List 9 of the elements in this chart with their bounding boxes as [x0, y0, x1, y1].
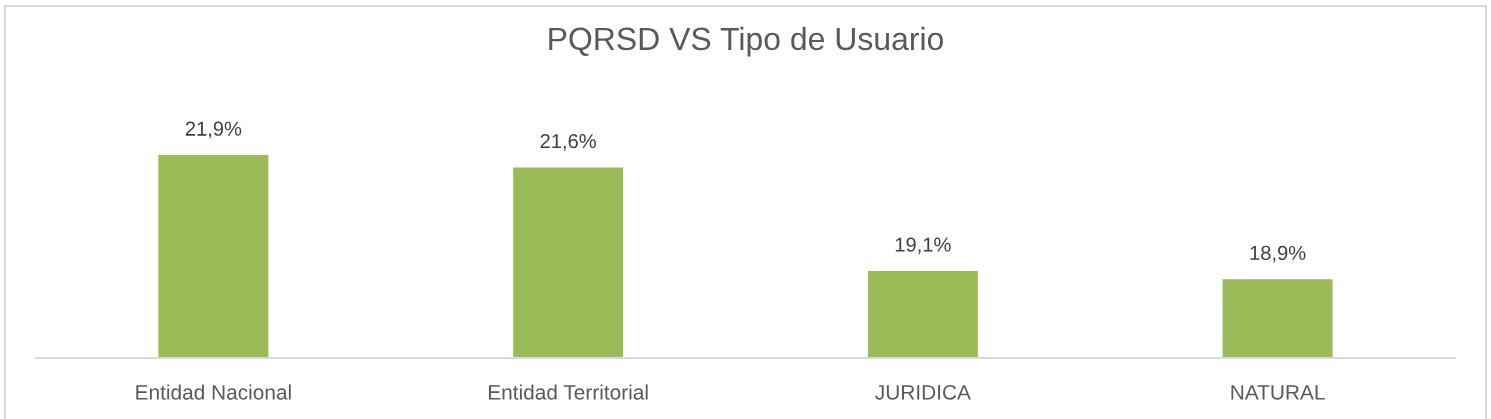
- x-tick-label: Entidad Territorial: [488, 384, 648, 400]
- data-label: 19,1%: [895, 237, 951, 255]
- data-label: 21,6%: [540, 133, 596, 151]
- x-tick-label: JURIDICA: [875, 384, 971, 400]
- data-label: 21,9%: [185, 121, 242, 139]
- data-label: 18,9%: [1250, 245, 1306, 263]
- text: PQRSD VS Tipo de Usuario: [549, 26, 944, 57]
- x-tick-label: Entidad Nacional: [136, 384, 291, 400]
- x-tick-label: NATURAL: [1231, 385, 1325, 400]
